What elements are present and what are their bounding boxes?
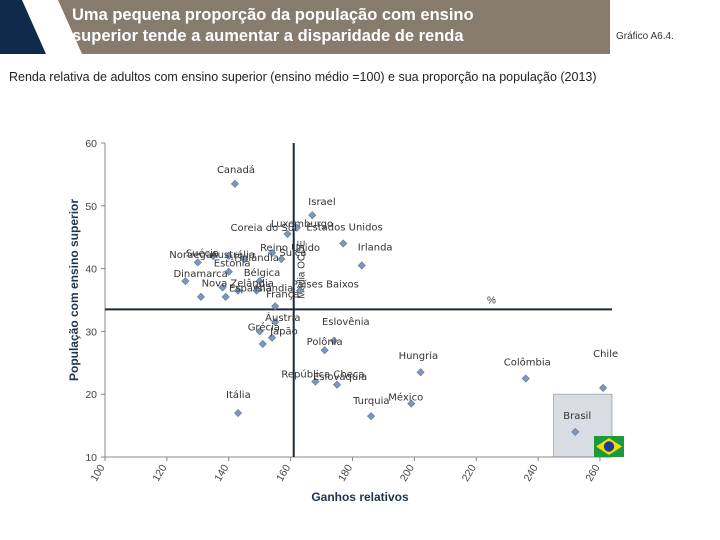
data-point-label: Eslováquia: [313, 371, 367, 383]
data-point: [252, 286, 261, 295]
average-line-label: Média OCDE: [297, 240, 308, 299]
data-point: [333, 380, 342, 389]
data-point: [258, 339, 267, 348]
data-point: [181, 277, 190, 286]
data-point-label: Brasil: [563, 411, 591, 422]
y-tick-label: 30: [85, 326, 97, 338]
data-point-label: Bélgica: [244, 267, 281, 279]
y-tick-label: 50: [85, 201, 97, 213]
chart-reference: Gráfico A6.4.: [616, 31, 674, 42]
data-point-label: Países Baixos: [292, 279, 359, 291]
data-point: [240, 255, 249, 264]
brazil-flag-globe: [603, 441, 615, 452]
data-point: [367, 412, 376, 421]
data-point-label: Áustria: [265, 311, 300, 324]
data-point: [224, 252, 233, 261]
data-point: [271, 317, 280, 327]
data-point: [308, 211, 317, 220]
data-point: [255, 327, 264, 336]
data-point-label: Colômbia: [504, 357, 551, 369]
data-point: [209, 252, 218, 261]
data-point-label: Grécia: [248, 321, 280, 333]
data-point-label: Islândia: [255, 283, 294, 295]
x-tick-label: 220: [460, 462, 479, 483]
data-point: [230, 179, 239, 188]
data-point-label: México: [388, 392, 423, 404]
data-point: [521, 374, 530, 383]
data-point-label: Finlândia: [234, 252, 279, 264]
x-tick-label: 120: [150, 462, 169, 483]
x-tick-label: 200: [398, 462, 417, 483]
data-point-label: Chile: [593, 349, 618, 360]
data-point-label: França: [266, 289, 299, 300]
data-point-label: Nova Zelândia: [202, 277, 274, 289]
x-tick-label: 140: [212, 462, 231, 483]
data-point: [221, 292, 230, 301]
brasil-highlight-box: [553, 393, 613, 458]
data-point-label: Suíça: [279, 247, 306, 259]
y-axis-title: População com ensino superior: [67, 199, 81, 381]
data-point-label: Coreia do Sul: [231, 223, 297, 234]
data-point-label: Estados Unidos: [306, 222, 383, 233]
data-point: [268, 333, 277, 342]
data-point: [193, 258, 202, 267]
data-point-label: República Checa: [281, 369, 364, 381]
data-point-label: Suécia: [186, 247, 219, 259]
data-point-label: Irlanda: [358, 242, 393, 253]
data-point: [271, 302, 280, 311]
data-point-label: Noruega: [169, 250, 212, 261]
x-tick-label: 180: [336, 462, 355, 483]
data-point: [407, 399, 416, 408]
y-tick-label: 60: [85, 138, 97, 150]
data-point-label: Turquia: [352, 396, 389, 407]
data-point: [277, 255, 286, 264]
y-tick-label: 40: [85, 264, 97, 276]
data-point-label: Hungria: [399, 351, 439, 362]
data-point: [571, 427, 580, 436]
data-point: [255, 277, 264, 286]
page-title: Uma pequena proporção da população com e…: [72, 5, 592, 47]
data-point: [320, 346, 329, 355]
data-point-label: Espanha: [229, 284, 272, 295]
data-point-label: Itália: [226, 389, 251, 401]
data-point-label: Estônia: [214, 258, 251, 270]
x-axis-title: Ganhos relativos: [311, 490, 409, 504]
x-tick-label: 240: [522, 462, 541, 483]
data-point: [311, 377, 320, 386]
y-tick-label: 10: [85, 452, 97, 464]
chart-subtitle: Renda relativa de adultos com ensino sup…: [9, 70, 597, 84]
data-point-label: Japão: [269, 327, 298, 338]
data-point: [218, 283, 227, 292]
data-point-label: Reino Unido: [260, 243, 320, 254]
data-point-label: Canadá: [217, 164, 255, 176]
data-point: [268, 248, 277, 257]
percent-label: %: [487, 295, 496, 306]
data-point-label: Polônia: [307, 336, 343, 348]
data-point-label: Dinamarca: [173, 269, 227, 280]
x-tick-label: 100: [88, 462, 107, 483]
data-point: [295, 286, 304, 295]
data-point: [234, 409, 243, 418]
data-point: [234, 286, 243, 295]
x-tick-label: 160: [274, 462, 293, 483]
data-point: [224, 267, 233, 276]
data-point: [339, 239, 348, 248]
data-point-label: Luxemburgo: [271, 219, 333, 230]
data-point: [292, 223, 301, 232]
data-point: [329, 336, 338, 345]
data-point: [196, 292, 205, 301]
data-point: [357, 261, 366, 270]
x-tick-label: 260: [583, 462, 602, 483]
data-point: [283, 230, 292, 239]
page-title-line-2: superior tende a aumentar a disparidade …: [72, 27, 464, 45]
page-title-line-1: Uma pequena proporção da população com e…: [72, 6, 474, 24]
data-point: [416, 368, 425, 377]
title-banner: [0, 0, 610, 54]
data-point-label: Eslovênia: [322, 316, 370, 328]
data-point-label: Israel: [308, 197, 335, 208]
data-point: [599, 383, 608, 392]
y-tick-label: 20: [85, 389, 97, 401]
